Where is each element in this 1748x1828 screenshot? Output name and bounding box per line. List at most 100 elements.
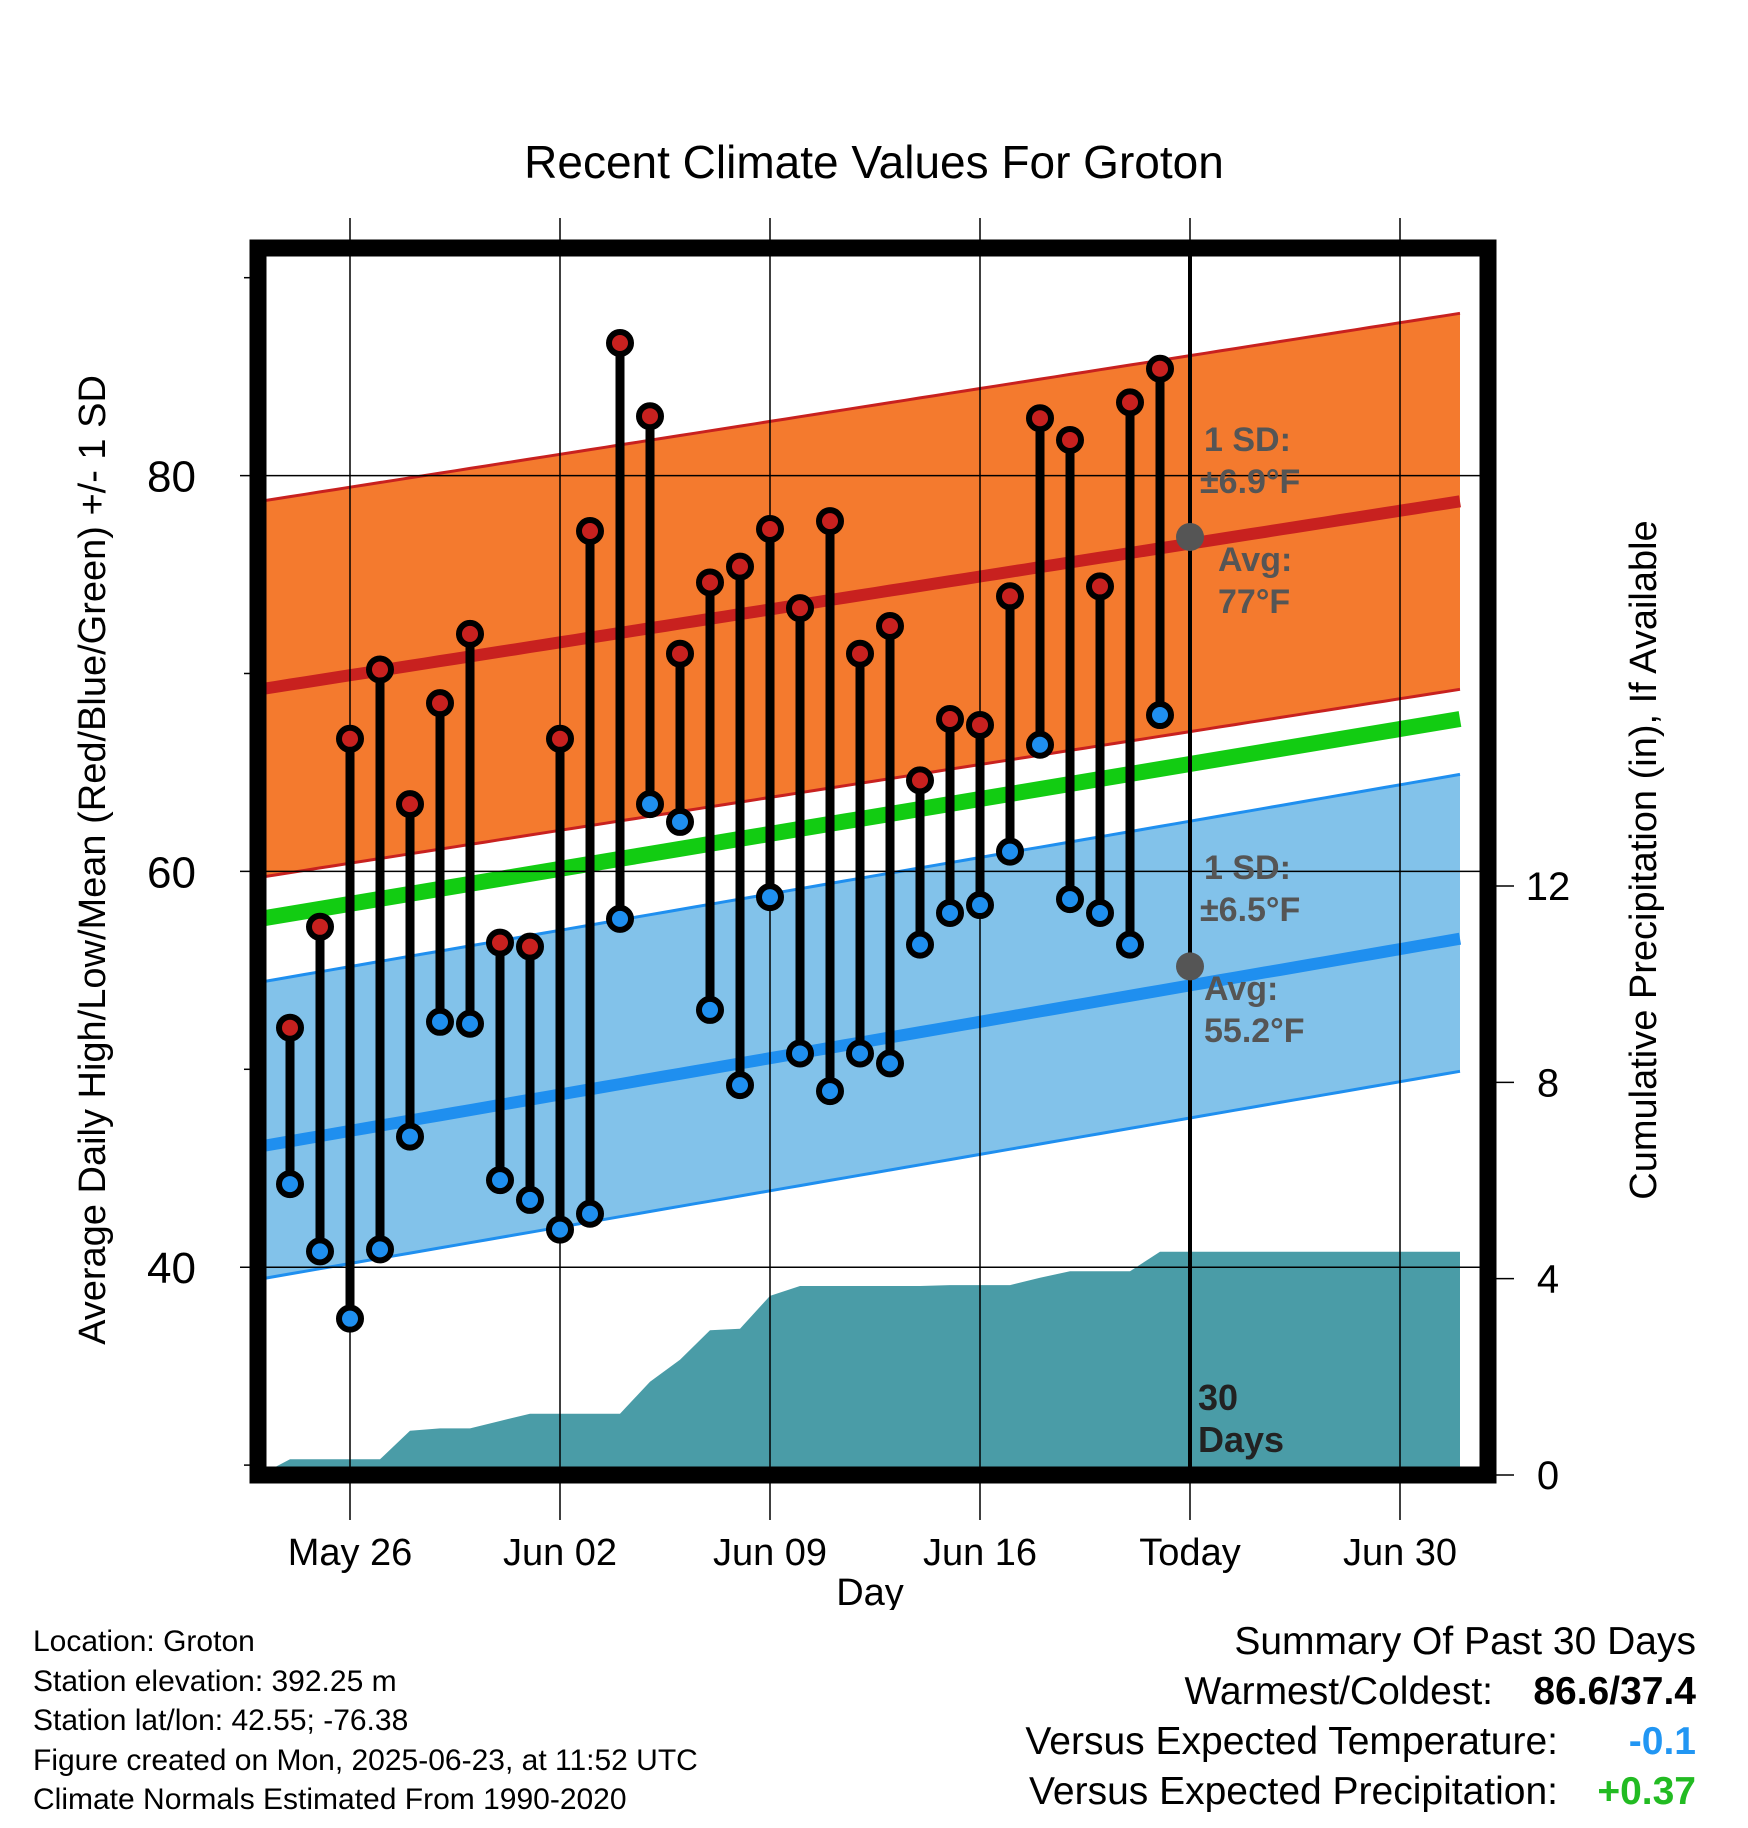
precip-label: Versus Expected Precipitation: (1029, 1770, 1558, 1813)
obs-low-point (786, 1039, 814, 1068)
location-text: Location: Groton (33, 1625, 255, 1658)
temp-label: Versus Expected Temperature: (1025, 1720, 1558, 1763)
y2-tick-label: 0 (1537, 1454, 1559, 1498)
high-sd-label: 1 SD: (1204, 421, 1291, 459)
obs-high-point (1086, 572, 1114, 601)
obs-low-point (606, 904, 634, 933)
obs-low-point (1116, 930, 1144, 959)
plot-frame (249, 239, 1497, 1484)
obs-high-point (426, 689, 454, 718)
obs-low-point (1086, 898, 1114, 927)
created-text: Figure created on Mon, 2025-06-23, at 11… (33, 1743, 698, 1777)
low-avg-label: Avg: (1204, 970, 1278, 1008)
summary-precip-row: Versus Expected Precipitation: +0.37 (1025, 1767, 1696, 1817)
summary-warmest-row: Warmest/Coldest: 86.6/37.4 (1025, 1667, 1696, 1717)
obs-high-point (576, 517, 604, 546)
obs-high-point (966, 710, 994, 739)
x-tick-label: Jun 30 (1343, 1532, 1457, 1574)
high-avg-value: 77°F (1218, 583, 1290, 621)
obs-low-point (906, 930, 934, 959)
normal-high-line (259, 495, 1461, 696)
low-sd-value: ±6.5°F (1200, 891, 1300, 929)
low-sd-lower-line (259, 1069, 1461, 1281)
obs-low-point (636, 790, 664, 819)
obs-high-point (666, 639, 694, 668)
obs-low-point (426, 1007, 454, 1036)
y2-tick-label: 8 (1537, 1061, 1559, 1105)
x-tick-label: Jun 09 (713, 1532, 827, 1574)
obs-high-point (396, 790, 424, 819)
y2-tick-label: 12 (1526, 865, 1571, 909)
x-axis-label: Day (836, 1572, 904, 1610)
obs-high-point (366, 655, 394, 684)
summary-panel: Summary Of Past 30 Days Warmest/Coldest:… (1025, 1617, 1696, 1817)
obs-high-point (1146, 354, 1174, 383)
summary-temp-row: Versus Expected Temperature: -0.1 (1025, 1717, 1696, 1767)
climate-chart: Recent Climate Values For Groton 1 SD: ±6… (72, 136, 1665, 1610)
obs-low-point (576, 1199, 604, 1228)
obs-low-point (666, 807, 694, 836)
today-days-number: 30 (1198, 1377, 1238, 1418)
obs-low-point (456, 1009, 484, 1038)
obs-low-point (276, 1170, 304, 1199)
obs-high-point (546, 724, 574, 753)
y-axis-label: Average Daily High/Low/Mean (Red/Blue/Gr… (72, 375, 114, 1345)
obs-high-point (486, 928, 514, 957)
x-tick-label: Jun 02 (503, 1532, 617, 1574)
obs-high-point (876, 611, 904, 640)
elevation-text: Station elevation: 392.25 m (33, 1664, 397, 1698)
obs-high-point (516, 932, 544, 961)
low-avg-value: 55.2°F (1204, 1012, 1305, 1050)
obs-high-point (996, 582, 1024, 611)
obs-low-point (336, 1304, 364, 1333)
chart-title: Recent Climate Values For Groton (524, 136, 1224, 188)
obs-high-point (456, 619, 484, 648)
obs-high-point (846, 639, 874, 668)
low-sd-label: 1 SD: (1204, 849, 1291, 887)
obs-low-point (396, 1122, 424, 1151)
latlon-text: Station lat/lon: 42.55; -76.38 (33, 1704, 409, 1737)
obs-low-point (366, 1235, 394, 1264)
obs-low-point (1146, 701, 1174, 730)
obs-high-point (756, 515, 784, 544)
obs-high-point (906, 766, 934, 795)
high-avg-marker (1176, 522, 1204, 551)
obs-low-point (996, 837, 1024, 866)
obs-high-point (936, 705, 964, 734)
obs-low-point (846, 1039, 874, 1068)
obs-low-point (726, 1071, 754, 1100)
y2-tick-label: 4 (1537, 1258, 1559, 1302)
obs-low-point (966, 891, 994, 920)
y-tick-label: 80 (147, 453, 196, 502)
high-avg-label: Avg: (1218, 541, 1292, 579)
low-avg-marker (1176, 952, 1204, 981)
plot-area: 1 SD: ±6.9°F Avg: 77°F 1 SD: ±6.5°F Avg: 55.2°F… (147, 218, 1570, 1574)
obs-high-point (786, 594, 814, 623)
x-tick-label: May 26 (288, 1532, 413, 1574)
obs-low-point (486, 1166, 514, 1195)
today-days-word: Days (1198, 1419, 1284, 1460)
obs-high-point (636, 402, 664, 431)
obs-low-point (816, 1077, 844, 1106)
obs-high-point (816, 507, 844, 536)
obs-high-point (696, 568, 724, 597)
obs-high-point (336, 724, 364, 753)
obs-low-point (936, 898, 964, 927)
high-sd-value: ±6.9°F (1200, 463, 1300, 501)
warmest-value: 86.6/37.4 (1533, 1670, 1696, 1713)
obs-high-point (1116, 388, 1144, 417)
obs-low-point (696, 995, 724, 1024)
obs-low-point (876, 1049, 904, 1078)
temp-value: -0.1 (1628, 1720, 1696, 1763)
high-sd-upper-line (259, 311, 1461, 503)
normals-text: Climate Normals Estimated From 1990-2020 (33, 1783, 627, 1816)
obs-low-point (1056, 885, 1084, 914)
obs-low-point (516, 1185, 544, 1214)
y-tick-label: 40 (147, 1244, 196, 1293)
obs-low-point (306, 1237, 334, 1266)
precip-value: +0.37 (1597, 1770, 1696, 1813)
summary-title: Summary Of Past 30 Days (1234, 1620, 1696, 1663)
obs-high-point (1056, 425, 1084, 454)
obs-low-point (756, 883, 784, 912)
y2-axis-label: Cumulative Precipitation (in), If Availa… (1623, 520, 1665, 1199)
